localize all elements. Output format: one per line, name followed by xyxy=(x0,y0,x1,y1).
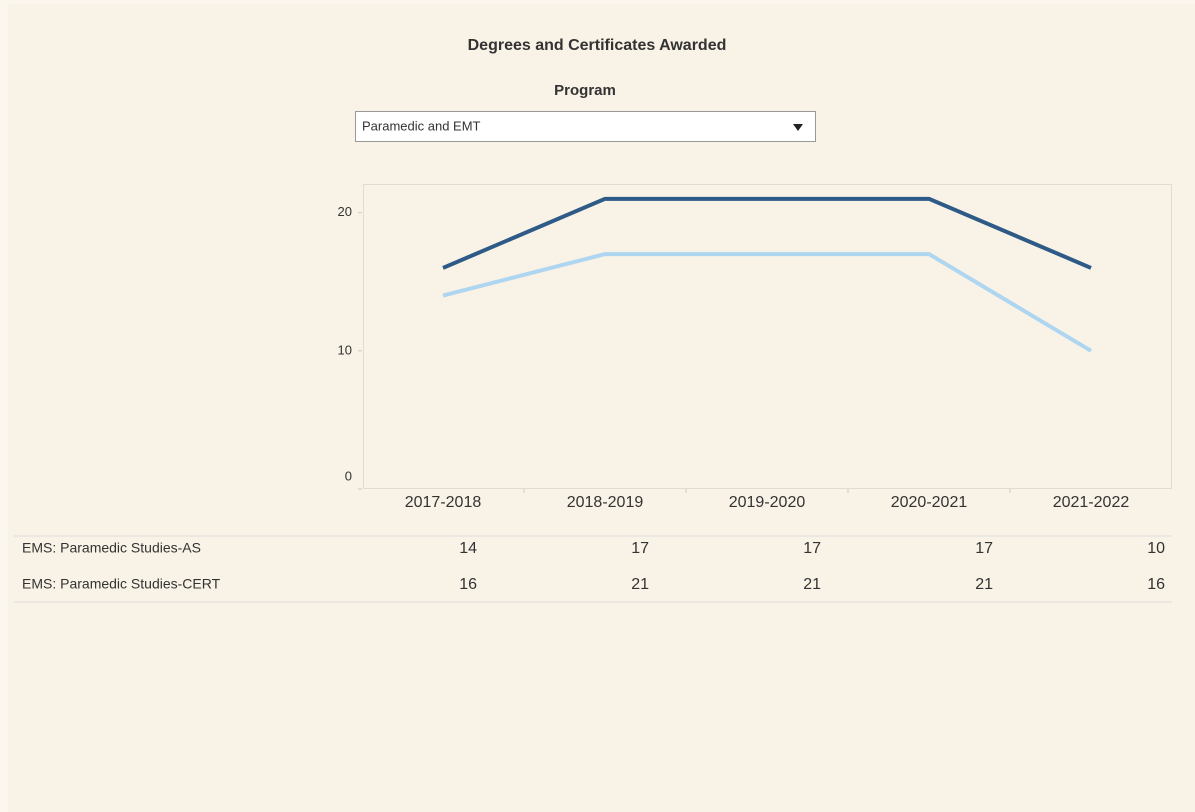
row-label: EMS: Paramedic Studies-AS xyxy=(22,540,201,556)
series-line xyxy=(442,196,1092,270)
series-line xyxy=(442,252,1093,353)
y-tick-label: 20 xyxy=(338,204,352,219)
row-label: EMS: Paramedic Studies-CERT xyxy=(22,576,221,592)
dropdown-value[interactable]: Paramedic and EMT xyxy=(362,118,481,133)
cell-value: 21 xyxy=(975,576,993,593)
chart-title: Degrees and Certificates Awarded xyxy=(468,37,727,54)
x-tick-label: 2017-2018 xyxy=(405,494,482,511)
cell-value: 21 xyxy=(631,576,649,593)
cell-value: 14 xyxy=(459,540,477,557)
x-tick-label: 2021-2022 xyxy=(1053,494,1130,511)
x-tick-label: 2018-2019 xyxy=(567,494,644,511)
program-dropdown[interactable]: Paramedic and EMT xyxy=(355,111,816,142)
cell-value: 21 xyxy=(803,576,821,593)
cell-value: 10 xyxy=(1147,540,1165,557)
cell-value: 17 xyxy=(803,540,821,557)
plot-area xyxy=(363,184,1172,489)
cell-value: 17 xyxy=(975,540,993,557)
cell-value: 17 xyxy=(631,540,649,557)
x-tick-label: 2019-2020 xyxy=(729,494,806,511)
x-tick-label: 2020-2021 xyxy=(891,494,968,511)
dropdown-box[interactable] xyxy=(355,111,816,142)
cell-value: 16 xyxy=(1147,576,1165,593)
y-tick-label: 10 xyxy=(338,342,352,357)
filter-label: Program xyxy=(554,82,616,99)
cell-value: 16 xyxy=(459,576,477,593)
dropdown-arrow[interactable] xyxy=(793,124,803,131)
y-tick-label: 0 xyxy=(345,468,352,483)
